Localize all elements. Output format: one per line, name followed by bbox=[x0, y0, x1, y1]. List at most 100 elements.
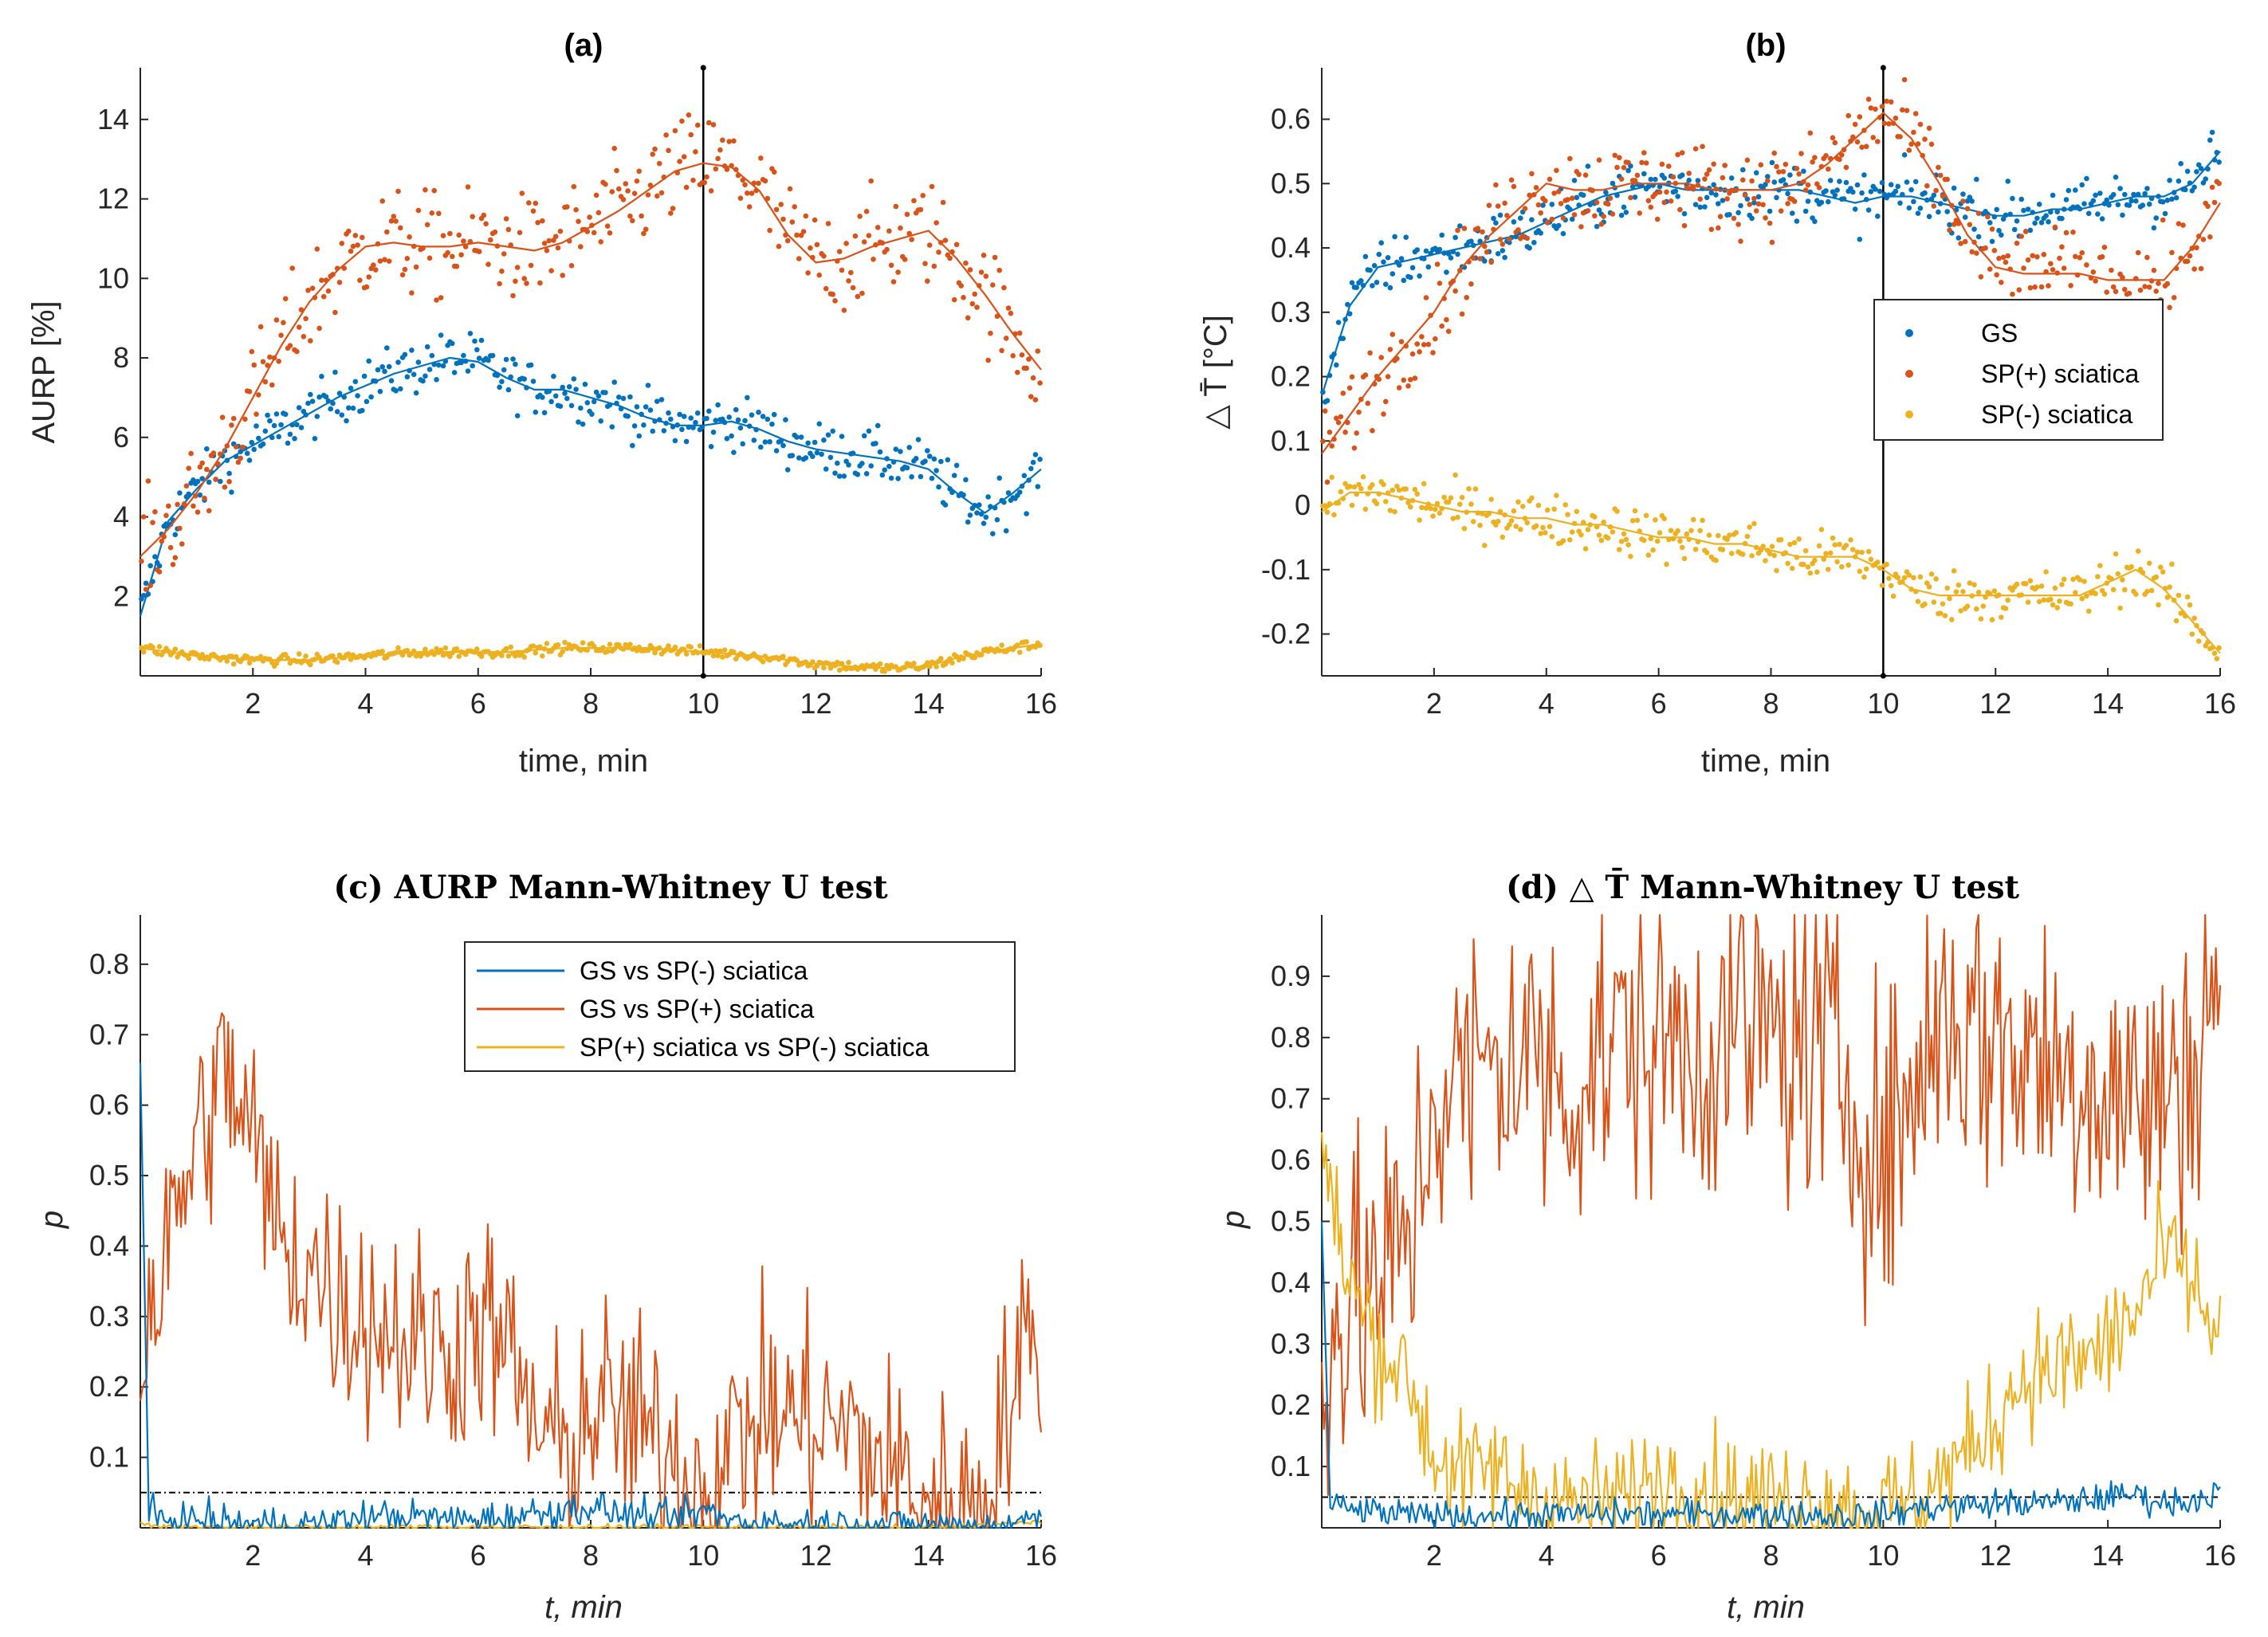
data-point bbox=[1857, 114, 1863, 120]
data-point bbox=[2184, 594, 2191, 600]
data-point bbox=[2027, 578, 2034, 583]
data-point bbox=[375, 367, 381, 373]
data-point bbox=[1999, 614, 2004, 620]
data-point bbox=[2046, 283, 2051, 289]
data-point bbox=[821, 437, 827, 443]
data-point bbox=[1320, 438, 1326, 444]
data-point bbox=[2052, 224, 2058, 230]
data-point bbox=[2023, 581, 2029, 587]
data-point bbox=[1383, 398, 1389, 405]
data-point bbox=[1958, 608, 1963, 614]
data-point bbox=[1428, 505, 1433, 512]
data-point bbox=[226, 470, 232, 477]
data-point bbox=[2200, 180, 2207, 186]
data-point bbox=[1722, 163, 1728, 168]
data-point bbox=[1592, 213, 1598, 219]
data-point bbox=[2079, 595, 2085, 602]
data-point bbox=[2128, 563, 2134, 570]
data-point bbox=[1767, 220, 1773, 226]
data-point bbox=[1790, 210, 1795, 216]
data-point bbox=[456, 654, 462, 659]
data-point bbox=[1538, 230, 1543, 236]
data-point bbox=[1830, 535, 1836, 541]
panel-d-plot-area: 2 4 6 8 10 12 14 160.10.20.30.40.50.60.70.80.9 bbox=[1271, 913, 2236, 1572]
data-point bbox=[325, 288, 332, 294]
data-point bbox=[1381, 411, 1386, 417]
data-point bbox=[650, 151, 655, 157]
data-point bbox=[2070, 230, 2076, 235]
data-point bbox=[1603, 190, 1609, 195]
data-point bbox=[758, 155, 764, 161]
data-point bbox=[868, 463, 874, 469]
data-point bbox=[424, 343, 430, 350]
data-point bbox=[2099, 253, 2105, 260]
data-point bbox=[713, 166, 719, 172]
data-point bbox=[825, 432, 831, 438]
data-point bbox=[1019, 352, 1025, 358]
data-point bbox=[2146, 285, 2152, 290]
data-point bbox=[827, 665, 834, 671]
y-tick-label: 0.4 bbox=[89, 1229, 129, 1262]
data-point bbox=[273, 411, 280, 417]
data-point bbox=[1942, 613, 1948, 618]
data-point bbox=[688, 644, 694, 650]
data-point bbox=[836, 473, 843, 479]
data-point bbox=[780, 216, 786, 222]
data-point bbox=[273, 317, 280, 323]
data-point bbox=[1664, 561, 1669, 567]
data-point bbox=[1448, 255, 1454, 261]
data-point bbox=[368, 394, 374, 400]
data-point bbox=[1884, 561, 1889, 567]
data-point bbox=[798, 434, 804, 440]
data-point bbox=[2084, 175, 2089, 182]
data-point bbox=[805, 440, 811, 446]
y-tick-label: 0.6 bbox=[1271, 1144, 1311, 1176]
data-point bbox=[1032, 397, 1039, 402]
data-point bbox=[1940, 601, 1946, 607]
data-point bbox=[1549, 216, 1555, 222]
data-point bbox=[1744, 196, 1751, 202]
data-point bbox=[2032, 220, 2038, 226]
data-point bbox=[904, 465, 910, 471]
data-point bbox=[658, 397, 665, 402]
data-point bbox=[1717, 214, 1724, 220]
data-point bbox=[1826, 198, 1831, 205]
data-point bbox=[1543, 198, 1548, 204]
data-point bbox=[1697, 528, 1703, 534]
data-point bbox=[1632, 508, 1638, 514]
data-point bbox=[1529, 495, 1535, 501]
data-point bbox=[1807, 570, 1814, 576]
data-point bbox=[2156, 602, 2161, 608]
data-point bbox=[1964, 603, 1971, 609]
data-point bbox=[1720, 175, 1726, 181]
legend-label-sp-plus: SP(+) sciatica bbox=[1981, 359, 2139, 388]
data-point bbox=[1585, 163, 1591, 169]
data-point bbox=[303, 654, 309, 659]
x-tick-label: 10 bbox=[1867, 1539, 1899, 1572]
data-point bbox=[922, 261, 928, 267]
data-point bbox=[2005, 253, 2011, 259]
data-point bbox=[1466, 486, 1472, 492]
data-point bbox=[497, 384, 502, 391]
x-tick-label: 2 bbox=[245, 687, 261, 720]
data-point bbox=[2093, 192, 2098, 198]
data-point bbox=[1459, 494, 1465, 501]
data-point bbox=[404, 256, 411, 261]
data-point bbox=[1605, 201, 1611, 207]
data-point bbox=[733, 406, 739, 413]
data-point bbox=[884, 246, 890, 253]
data-point bbox=[1771, 552, 1777, 559]
data-point bbox=[1763, 558, 1768, 563]
data-point bbox=[1888, 99, 1894, 105]
x-tick-label: 10 bbox=[687, 1539, 719, 1572]
data-point bbox=[1578, 224, 1584, 230]
data-point bbox=[2113, 289, 2119, 295]
data-point bbox=[350, 405, 356, 411]
data-point bbox=[2097, 190, 2103, 196]
data-point bbox=[476, 249, 482, 255]
data-point bbox=[1381, 481, 1386, 488]
data-point bbox=[731, 138, 737, 144]
data-point bbox=[474, 347, 480, 353]
data-point bbox=[1618, 212, 1625, 218]
